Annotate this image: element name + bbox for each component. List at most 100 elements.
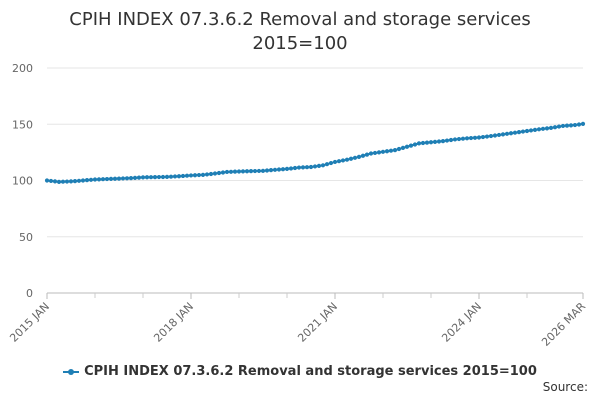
data-point xyxy=(492,133,498,138)
data-point xyxy=(228,169,234,174)
data-point xyxy=(512,130,518,135)
data-point xyxy=(72,179,78,184)
data-point xyxy=(144,175,150,180)
y-tick-label: 100 xyxy=(12,175,33,188)
data-point xyxy=(136,175,142,180)
data-point xyxy=(268,168,274,173)
data-point xyxy=(160,174,166,180)
data-point xyxy=(484,134,490,139)
x-tick-label: 2024 JAN xyxy=(439,300,484,345)
data-point xyxy=(388,148,394,153)
data-point xyxy=(508,131,514,136)
data-point xyxy=(280,167,286,172)
data-point xyxy=(432,139,438,144)
source-label: Source: xyxy=(542,380,588,394)
data-point xyxy=(488,133,494,139)
data-point xyxy=(340,158,346,163)
data-point xyxy=(52,179,58,184)
data-point xyxy=(196,172,202,178)
data-point xyxy=(272,167,278,172)
data-point xyxy=(216,170,222,176)
data-point xyxy=(516,130,522,135)
data-point xyxy=(352,155,358,160)
data-point xyxy=(428,140,434,145)
data-point xyxy=(220,170,226,175)
data-point xyxy=(288,166,294,171)
grid-layer xyxy=(47,67,583,294)
data-point xyxy=(156,174,162,180)
data-point xyxy=(224,169,230,175)
data-point xyxy=(240,169,246,174)
legend-label: CPIH INDEX 07.3.6.2 Removal and storage … xyxy=(84,364,537,379)
data-point xyxy=(200,172,206,177)
data-point xyxy=(180,173,186,179)
data-point xyxy=(552,125,558,130)
data-point xyxy=(124,176,130,181)
data-point xyxy=(92,177,98,182)
data-point xyxy=(168,174,174,179)
data-point xyxy=(204,172,210,177)
data-point xyxy=(252,168,258,174)
data-point xyxy=(164,174,170,179)
y-tick-label: 50 xyxy=(19,231,33,244)
data-point xyxy=(192,173,198,178)
data-point xyxy=(408,143,414,148)
data-point xyxy=(380,149,386,154)
data-point xyxy=(496,132,502,138)
data-point xyxy=(436,139,442,144)
series-layer xyxy=(44,121,586,184)
data-point xyxy=(212,171,218,176)
data-point xyxy=(296,165,302,170)
data-point xyxy=(580,121,586,127)
data-point xyxy=(368,151,374,156)
data-point xyxy=(452,137,458,142)
data-point xyxy=(100,177,106,182)
data-point xyxy=(480,134,486,140)
data-point xyxy=(360,153,366,158)
data-point xyxy=(460,136,466,141)
data-point xyxy=(348,156,354,161)
data-point xyxy=(332,159,338,165)
data-point xyxy=(524,128,530,134)
data-point xyxy=(148,175,154,180)
data-point xyxy=(520,129,526,134)
data-point xyxy=(468,135,474,141)
data-point xyxy=(344,157,350,162)
data-point xyxy=(188,173,194,178)
data-point xyxy=(576,122,582,127)
data-point xyxy=(208,171,214,177)
y-tick-label: 150 xyxy=(12,118,33,131)
data-point xyxy=(108,176,114,181)
data-point xyxy=(448,137,454,143)
data-point xyxy=(104,176,110,182)
x-tick-label: 2018 JAN xyxy=(151,300,196,345)
data-point xyxy=(364,152,370,157)
data-point xyxy=(532,127,538,132)
data-point xyxy=(140,175,146,180)
data-point xyxy=(376,150,382,155)
data-point xyxy=(404,144,410,149)
chart-subtitle: 2015=100 xyxy=(252,33,348,54)
data-point xyxy=(80,178,86,183)
data-point xyxy=(324,162,330,167)
data-point xyxy=(472,135,478,140)
chart-title: CPIH INDEX 07.3.6.2 Removal and storage … xyxy=(0,8,600,56)
data-point xyxy=(568,123,574,128)
data-point xyxy=(392,148,398,153)
data-point xyxy=(260,168,266,173)
data-point xyxy=(328,160,334,166)
legend[interactable]: CPIH INDEX 07.3.6.2 Removal and storage … xyxy=(0,364,600,379)
data-point xyxy=(64,179,70,184)
data-point xyxy=(60,179,66,184)
data-point xyxy=(232,169,238,174)
x-tick-label: 2015 JAN xyxy=(7,300,52,345)
data-point xyxy=(112,176,118,181)
legend-swatch-icon xyxy=(63,367,80,377)
data-point xyxy=(564,123,570,128)
data-point xyxy=(84,178,90,183)
data-point xyxy=(292,165,298,171)
data-point xyxy=(256,168,262,174)
data-point xyxy=(384,149,390,154)
data-point xyxy=(132,175,138,180)
